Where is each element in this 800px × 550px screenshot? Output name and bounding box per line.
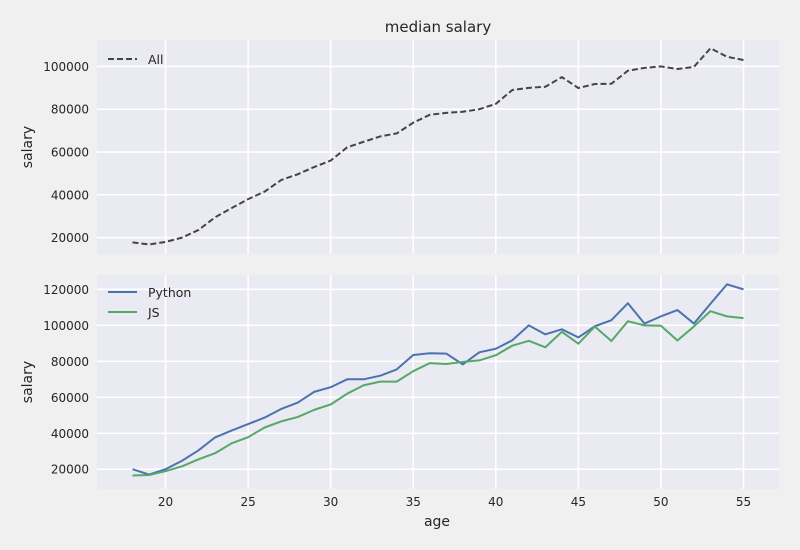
- top-y-ticks: 20000 40000 60000 80000 100000: [43, 60, 89, 245]
- bottom-x-tick-label: 25: [240, 495, 255, 509]
- legend-item-python: Python: [108, 285, 191, 300]
- top-y-tick-label: 80000: [51, 103, 89, 117]
- bottom-y-ticks: 20000 40000 60000 80000 100000 120000: [43, 283, 89, 477]
- legend-label-js: JS: [147, 305, 160, 320]
- top-y-tick-label: 20000: [51, 231, 89, 245]
- bottom-x-tick-label: 35: [406, 495, 421, 509]
- bottom-x-tick-label: 50: [653, 495, 668, 509]
- bottom-legend: Python JS: [108, 285, 191, 320]
- legend-item-js: JS: [108, 305, 160, 320]
- bottom-y-tick-label: 80000: [51, 355, 89, 369]
- legend-label-python: Python: [148, 285, 191, 300]
- bottom-x-tick-label: 45: [571, 495, 586, 509]
- top-series-layer: [132, 47, 744, 246]
- top-plot-area: [97, 40, 779, 254]
- top-chart-panel: 20000 40000 60000 80000 100000 median salary…: [20, 18, 779, 254]
- bottom-x-tick-label: 20: [158, 495, 173, 509]
- bottom-x-tick-label: 30: [323, 495, 338, 509]
- bottom-y-axis-label: salary: [20, 361, 36, 403]
- top-y-tick-label: 60000: [51, 146, 89, 160]
- bottom-x-ticks: 20 25 30 35 40 45 50 55: [158, 495, 751, 509]
- bottom-y-tick-label: 60000: [51, 391, 89, 405]
- series-line-python: [132, 283, 744, 476]
- bottom-y-tick-label: 100000: [43, 319, 89, 333]
- series-line-all: [132, 47, 744, 246]
- top-chart-title: median salary: [385, 18, 492, 36]
- top-y-tick-label: 100000: [43, 60, 89, 74]
- bottom-series-layer: [132, 283, 744, 477]
- bottom-grid: [97, 275, 779, 489]
- bottom-chart-panel: 20000 40000 60000 80000 100000 120000 20 25 30 3…: [20, 275, 779, 530]
- bottom-y-tick-label: 40000: [51, 427, 89, 441]
- series-line-js: [132, 310, 744, 477]
- bottom-plot-area: [97, 275, 779, 489]
- bottom-x-tick-label: 40: [488, 495, 503, 509]
- top-grid: [97, 40, 779, 254]
- bottom-y-tick-label: 20000: [51, 463, 89, 477]
- bottom-x-tick-label: 55: [736, 495, 751, 509]
- top-legend: All: [108, 52, 164, 67]
- legend-item-all: All: [108, 52, 164, 67]
- bottom-x-axis-label: age: [424, 514, 450, 530]
- top-y-tick-label: 40000: [51, 188, 89, 202]
- bottom-y-tick-label: 120000: [43, 283, 89, 297]
- legend-label-all: All: [148, 52, 164, 67]
- top-y-axis-label: salary: [20, 126, 36, 168]
